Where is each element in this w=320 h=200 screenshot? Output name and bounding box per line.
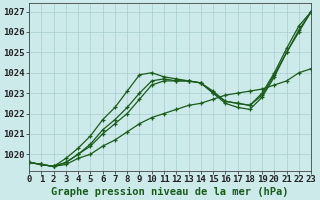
- X-axis label: Graphe pression niveau de la mer (hPa): Graphe pression niveau de la mer (hPa): [52, 186, 289, 197]
